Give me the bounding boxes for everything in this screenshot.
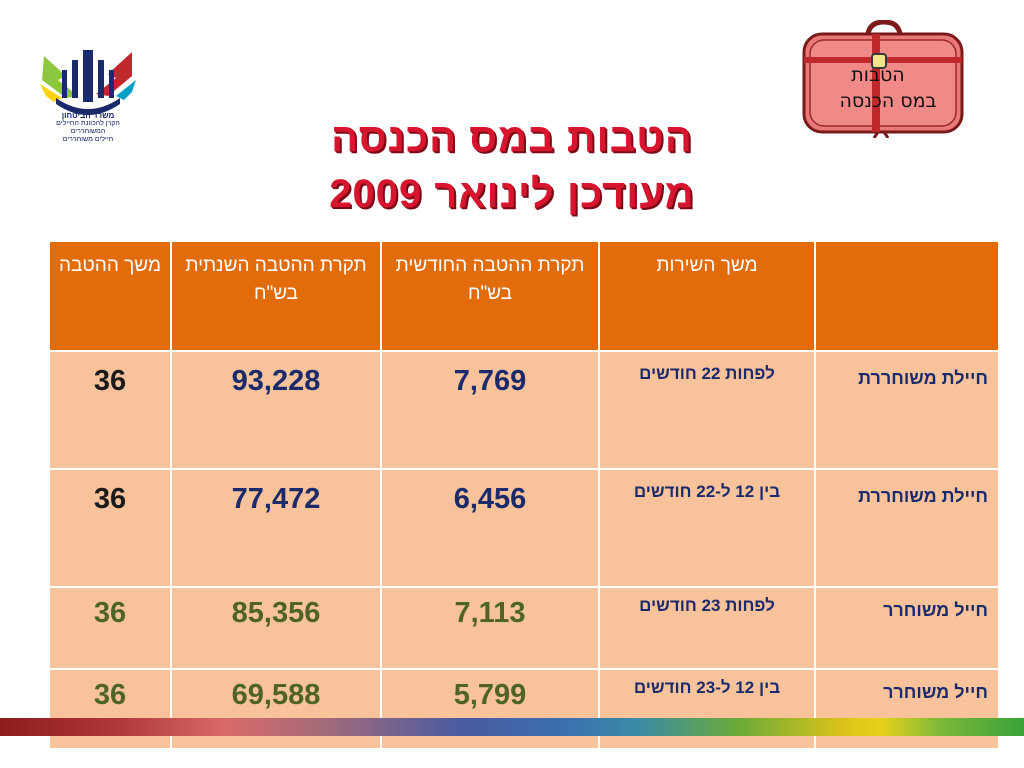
header-service-duration: משך השירות [598,240,816,352]
row-duration: 36 [48,350,172,470]
suitcase-label: הטבות במס הכנסה [818,62,958,114]
logo-caption-line2: הקרן להכוונת החיילים המשוחררים [56,120,120,135]
row-duration: 36 [48,668,172,750]
bottom-gradient-bar [0,718,1024,736]
table-row: חייל משוחרר בין 12 ל-23 חודשים 5,799 69,… [48,668,1000,750]
logo-caption-line3: חיילים משוחררים [62,136,114,143]
header-annual-cap: תקרת ההטבה השנתית בש"ח [170,240,382,352]
header-empty [814,240,1000,352]
logo-caption: משרד הביטחון הקרן להכוונת החיילים המשוחר… [40,112,136,144]
title-line2: מעודכן לינואר 2009 [329,172,695,216]
title-line1: הטבות במס הכנסה [331,116,693,160]
row-service: לפחות 23 חודשים [598,586,816,670]
row-service: בין 12 ל-22 חודשים [598,468,816,588]
row-annual: 93,228 [170,350,382,470]
row-label: חייל משוחרר [814,668,1000,750]
suitcase-label-line1: הטבות [851,64,905,86]
row-annual: 85,356 [170,586,382,670]
row-duration: 36 [48,468,172,588]
row-label: חיילת משוחררת [814,350,1000,470]
row-annual: 77,472 [170,468,382,588]
header-benefit-duration: משך ההטבה [48,240,172,352]
row-label: חיילת משוחררת [814,468,1000,588]
header-monthly-cap: תקרת ההטבה החודשית בש"ח [380,240,600,352]
benefits-table-wrap: משך השירות תקרת ההטבה החודשית בש"ח תקרת … [48,240,1000,750]
table-header-row: משך השירות תקרת ההטבה החודשית בש"ח תקרת … [48,240,1000,352]
row-annual: 69,588 [170,668,382,750]
page-title: הטבות במס הכנסה מעודכן לינואר 2009 [200,110,824,222]
table-row: חיילת משוחררת בין 12 ל-22 חודשים 6,456 7… [48,468,1000,588]
suitcase-label-line2: במס הכנסה [839,90,937,112]
row-service: לפחות 22 חודשים [598,350,816,470]
table-row: חייל משוחרר לפחות 23 חודשים 7,113 85,356… [48,586,1000,670]
row-monthly: 7,769 [380,350,600,470]
suitcase-icon [802,20,964,138]
benefits-table: משך השירות תקרת ההטבה החודשית בש"ח תקרת … [48,240,1000,750]
logo-caption-line1: משרד הביטחון [61,111,115,120]
table-row: חיילת משוחררת לפחות 22 חודשים 7,769 93,2… [48,350,1000,470]
row-service: בין 12 ל-23 חודשים [598,668,816,750]
row-monthly: 6,456 [380,468,600,588]
ministry-logo-icon [40,50,136,115]
row-label: חייל משוחרר [814,586,1000,670]
row-monthly: 5,799 [380,668,600,750]
row-duration: 36 [48,586,172,670]
row-monthly: 7,113 [380,586,600,670]
